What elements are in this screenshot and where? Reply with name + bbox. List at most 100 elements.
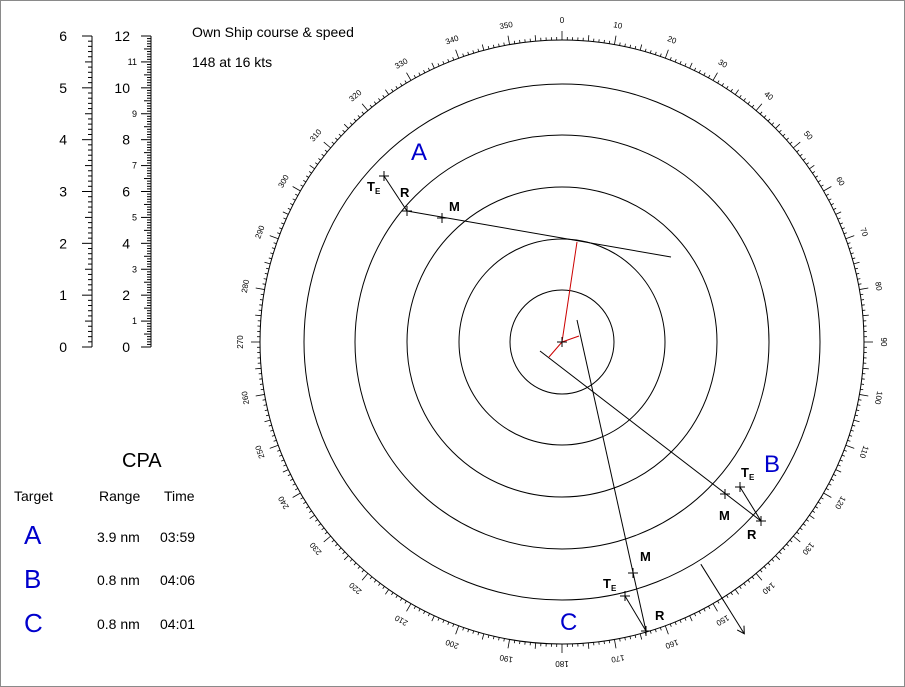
compass-tick xyxy=(281,459,285,462)
compass-tick xyxy=(309,514,315,519)
compass-tick xyxy=(361,111,365,115)
compass-tick xyxy=(287,474,291,477)
compass-tick xyxy=(828,483,832,486)
target-c-m-label: M xyxy=(640,549,651,564)
target-a-true-vector xyxy=(383,175,408,212)
compass-tick xyxy=(694,613,697,617)
compass-tick xyxy=(858,399,862,401)
compass-tick xyxy=(534,642,537,649)
compass-tick xyxy=(854,414,859,417)
compass-tick xyxy=(255,367,262,370)
cpa-title: CPA xyxy=(122,450,162,472)
compass-tick xyxy=(825,193,829,196)
compass-tick xyxy=(793,141,801,149)
compass-tick xyxy=(321,527,325,531)
compass-tick xyxy=(739,95,742,98)
arrowhead xyxy=(736,625,745,635)
bearing-label: 120 xyxy=(833,495,848,512)
compass-tick xyxy=(318,523,322,526)
compass-tick xyxy=(269,235,279,240)
compass-tick xyxy=(644,48,647,52)
compass-tick xyxy=(477,48,480,52)
compass-tick xyxy=(437,617,440,621)
compass-tick xyxy=(717,80,720,84)
bearing-label: 190 xyxy=(498,653,513,664)
compass-tick xyxy=(799,153,803,157)
compass-tick xyxy=(730,88,733,92)
compass-tick xyxy=(269,444,279,449)
compass-tick xyxy=(378,582,381,586)
compass-tick xyxy=(771,558,775,562)
compass-tick xyxy=(587,35,590,42)
scale-label: 4 xyxy=(122,235,130,251)
compass-tick xyxy=(292,198,296,201)
compass-tick xyxy=(373,579,377,583)
compass-tick xyxy=(825,488,829,491)
compass-tick xyxy=(847,242,851,245)
cpa-row-time: 04:06 xyxy=(160,572,196,588)
compass-tick xyxy=(290,478,294,481)
compass-tick xyxy=(830,203,834,206)
compass-tick xyxy=(503,638,505,642)
compass-tick xyxy=(853,419,860,423)
compass-tick xyxy=(385,589,390,595)
compass-tick xyxy=(308,171,312,174)
compass-tick xyxy=(849,247,853,250)
bearing-label: 90 xyxy=(879,338,888,347)
compass-tick xyxy=(850,252,854,255)
own-ship-vector-small xyxy=(548,341,563,358)
compass-tick xyxy=(315,162,318,165)
compass-tick xyxy=(357,115,361,118)
compass-tick xyxy=(487,634,490,639)
compass-tick xyxy=(806,519,809,522)
compass-tick xyxy=(423,610,426,614)
compass-tick xyxy=(268,257,272,260)
compass-tick xyxy=(462,53,465,57)
compass-tick xyxy=(839,459,843,462)
compass-tick xyxy=(323,141,331,149)
target-b-m-label: M xyxy=(719,508,730,523)
compass-tick xyxy=(342,129,346,133)
cpa-header-range: Range xyxy=(99,488,141,504)
target-a-relative-track xyxy=(406,210,672,258)
compass-tick xyxy=(833,207,837,210)
compass-tick xyxy=(751,104,755,108)
compass-tick xyxy=(862,314,869,317)
compass-tick xyxy=(629,44,631,48)
compass-tick xyxy=(321,153,325,157)
compass-tick xyxy=(262,283,266,285)
compass-tick xyxy=(767,118,771,122)
compass-tick xyxy=(265,267,270,270)
compass-tick xyxy=(391,88,394,92)
own-ship-vector xyxy=(561,241,578,343)
scale-label: 6 xyxy=(59,28,67,44)
scale-minor-label: 5 xyxy=(132,212,137,222)
compass-tick xyxy=(378,98,381,102)
compass-tick xyxy=(369,576,373,580)
target-a-te-label: T xyxy=(367,179,375,194)
compass-tick xyxy=(277,232,281,235)
compass-tick xyxy=(674,59,677,63)
compass-tick xyxy=(437,63,440,67)
compass-tick xyxy=(481,44,485,51)
compass-tick xyxy=(349,558,353,562)
bearing-label: 330 xyxy=(393,56,410,71)
target-c-true-vector xyxy=(624,595,647,632)
compass-tick xyxy=(292,483,296,486)
bearing-label: 20 xyxy=(666,34,678,46)
compass-tick xyxy=(778,129,782,133)
compass-tick xyxy=(452,623,455,627)
compass-tick xyxy=(782,547,786,551)
compass-tick xyxy=(823,186,832,192)
compass-tick xyxy=(427,67,430,71)
compass-tick xyxy=(823,492,832,498)
compass-tick xyxy=(837,217,841,220)
compass-tick xyxy=(796,531,800,535)
compass-tick xyxy=(743,582,746,586)
compass-tick xyxy=(255,314,262,317)
compass-tick xyxy=(452,57,455,61)
compass-tick xyxy=(493,636,495,640)
range-ring xyxy=(458,238,666,446)
compass-tick xyxy=(726,85,729,89)
